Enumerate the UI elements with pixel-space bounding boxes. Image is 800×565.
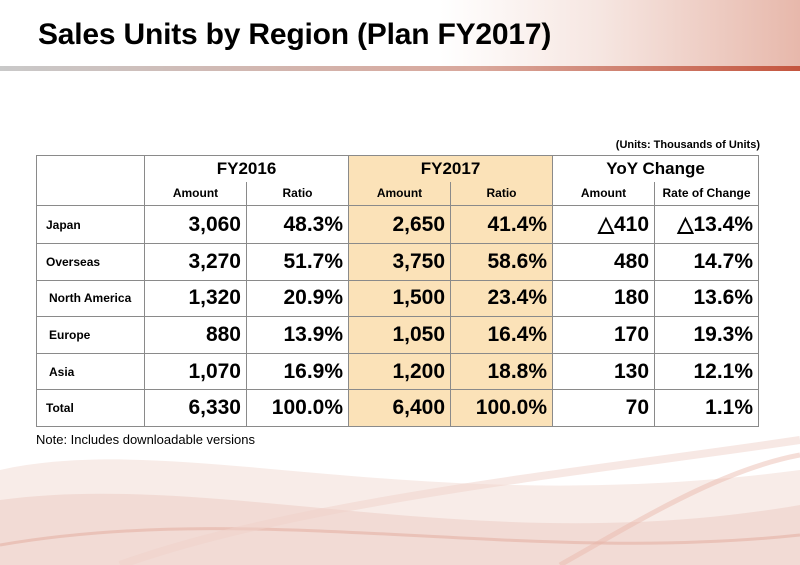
- table-cell: 51.7%: [245, 243, 350, 281]
- group-header-yoy-change: YoY Change: [552, 155, 760, 182]
- subheader-rate-of-change: Rate of Change: [654, 181, 760, 206]
- table-cell: 41.4%: [450, 204, 554, 245]
- table-cell: 180: [552, 279, 656, 318]
- row-label: Europe: [36, 316, 145, 354]
- slide-title: Sales Units by Region (Plan FY2017): [38, 18, 552, 51]
- table-cell: 16.4%: [450, 316, 554, 354]
- table-cell: 1,500: [348, 279, 452, 318]
- table-row-total: Total 6,330 100.0% 6,400 100.0% 70 1.1%: [36, 389, 760, 427]
- table-cell: 6,330: [144, 389, 247, 427]
- table-cell: 100.0%: [245, 389, 350, 427]
- table-cell: 23.4%: [450, 279, 554, 318]
- table-cell: 13.9%: [245, 316, 350, 354]
- corner-cell: [36, 155, 145, 206]
- table-cell: 16.9%: [245, 352, 350, 391]
- table-cell: 20.9%: [245, 279, 350, 318]
- table-row: Overseas 3,270 51.7% 3,750 58.6% 480 14.…: [36, 243, 760, 281]
- table-cell: 3,060: [144, 204, 247, 245]
- table-cell: 2,650: [348, 204, 452, 245]
- table-cell: 18.8%: [450, 352, 554, 391]
- header-band: [0, 0, 800, 70]
- subheader-amount: Amount: [348, 181, 452, 206]
- table-cell: 3,270: [144, 243, 247, 281]
- table-cell: 12.1%: [654, 352, 760, 391]
- table-cell: 48.3%: [245, 204, 350, 245]
- row-label: Japan: [36, 204, 145, 245]
- table-cell: 3,750: [348, 243, 452, 281]
- table-cell: 1,050: [348, 316, 452, 354]
- table-cell: 14.7%: [654, 243, 760, 281]
- sales-units-table: FY2016 FY2017 YoY Change Amount Ratio Am…: [36, 155, 760, 427]
- table-cell: 6,400: [348, 389, 452, 427]
- subheader-ratio: Ratio: [245, 181, 350, 206]
- table-cell: 1,200: [348, 352, 452, 391]
- table-cell: 13.6%: [654, 279, 760, 318]
- table-cell: △410: [552, 204, 656, 245]
- group-header-fy2016: FY2016: [143, 155, 350, 182]
- table-cell: △13.4%: [654, 204, 760, 245]
- header-rule: [0, 66, 800, 71]
- table-cell: 70: [552, 389, 656, 427]
- subheader-amount: Amount: [552, 181, 656, 206]
- table-cell: 100.0%: [450, 389, 554, 427]
- table-cell: 58.6%: [450, 243, 554, 281]
- row-label: North America: [36, 279, 145, 318]
- table-cell: 1,320: [144, 279, 247, 318]
- table-row: Europe 880 13.9% 1,050 16.4% 170 19.3%: [36, 316, 760, 354]
- footnote: Note: Includes downloadable versions: [36, 432, 255, 447]
- table-cell: 19.3%: [654, 316, 760, 354]
- table-row: Asia 1,070 16.9% 1,200 18.8% 130 12.1%: [36, 352, 760, 391]
- row-label: Asia: [36, 352, 145, 391]
- subheader-ratio: Ratio: [450, 181, 554, 206]
- table-cell: 170: [552, 316, 656, 354]
- table-cell: 480: [552, 243, 656, 281]
- table-cell: 880: [144, 316, 247, 354]
- table-cell: 130: [552, 352, 656, 391]
- row-label: Overseas: [36, 243, 145, 281]
- table-row: Japan 3,060 48.3% 2,650 41.4% △410 △13.4…: [36, 204, 760, 245]
- subheader-amount: Amount: [144, 181, 247, 206]
- table-cell: 1.1%: [654, 389, 760, 427]
- group-header-fy2017: FY2017: [348, 155, 554, 182]
- table-cell: 1,070: [144, 352, 247, 391]
- row-label: Total: [36, 389, 145, 427]
- units-note: (Units: Thousands of Units): [615, 139, 760, 151]
- table-row: North America 1,320 20.9% 1,500 23.4% 18…: [36, 279, 760, 318]
